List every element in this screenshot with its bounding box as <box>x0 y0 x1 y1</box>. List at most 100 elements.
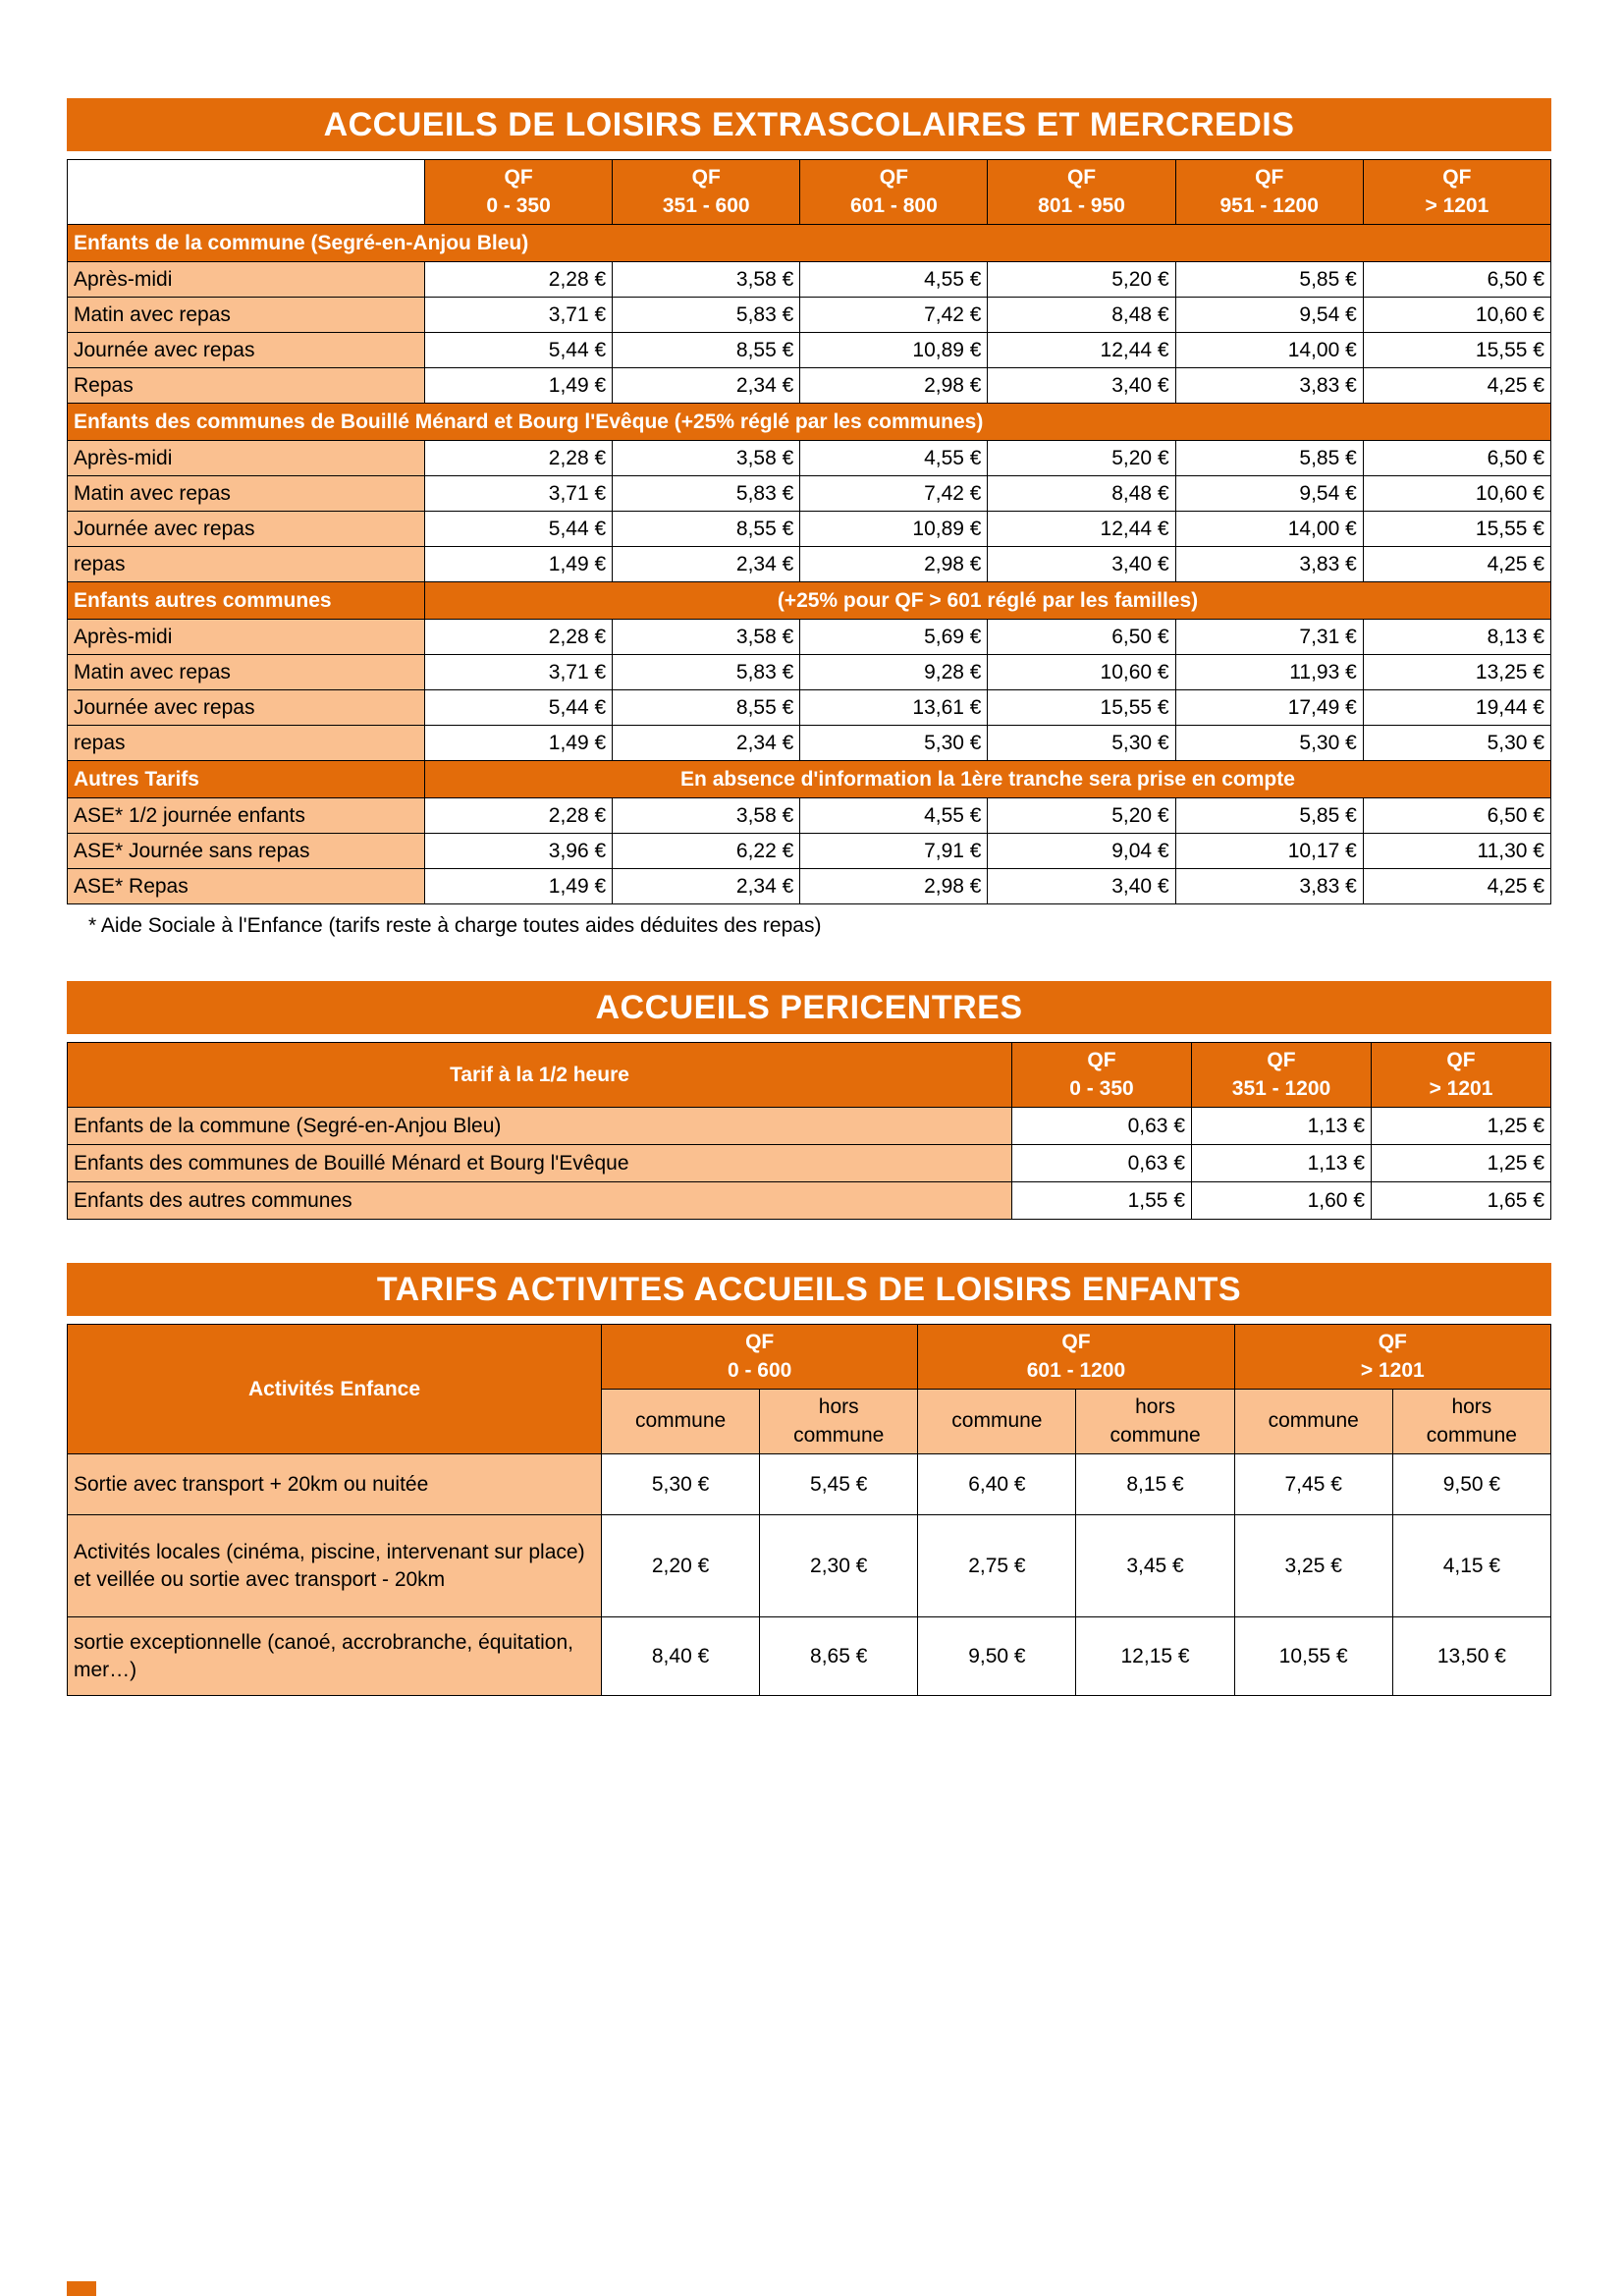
qf-range-header: QF 0 - 600 <box>600 1324 919 1390</box>
tariff-row-label: Journée avec repas <box>67 511 425 547</box>
tariff-value: 0,63 € <box>1011 1144 1192 1182</box>
tariff-value: 5,83 € <box>612 297 801 333</box>
tariff-value: 10,89 € <box>799 511 989 547</box>
tariff-row: Repas 1,49 € 2,34 € 2,98 € 3,40 € 3,83 €… <box>67 367 1552 404</box>
tariff-row-label: Matin avec repas <box>67 654 425 690</box>
tariff-value: 7,91 € <box>799 833 989 869</box>
tariff-value: 8,15 € <box>1075 1453 1235 1515</box>
qf-range-header: QF > 1201 <box>1371 1042 1551 1108</box>
tariff-value: 6,50 € <box>1362 440 1552 476</box>
tariff-row: Enfants de la commune (Segré-en-Anjou Bl… <box>67 1107 1551 1145</box>
tariff-value: 8,48 € <box>987 297 1176 333</box>
tariff-value: 5,20 € <box>987 797 1176 834</box>
tariff-value: 6,50 € <box>987 619 1176 655</box>
qf-range-header: QF 0 - 350 <box>1011 1042 1192 1108</box>
tariff-value: 11,30 € <box>1362 833 1552 869</box>
tariff-row: Après-midi 2,28 € 3,58 € 4,55 € 5,20 € 5… <box>67 440 1552 476</box>
tariff-row-label: Enfants de la commune (Segré-en-Anjou Bl… <box>67 1107 1012 1145</box>
tariff-value: 2,98 € <box>799 367 989 404</box>
tariff-value: 7,31 € <box>1174 619 1364 655</box>
tariff-row-label: repas <box>67 725 425 761</box>
qf-range-header: QF 351 - 600 <box>612 159 801 225</box>
qf-range-header: QF 601 - 800 <box>799 159 989 225</box>
hors-commune-subheader: hors commune <box>759 1389 919 1454</box>
qf-group-header-row: Activités Enfance QF 0 - 600 QF 601 - 12… <box>67 1324 1552 1454</box>
tariff-value: 2,34 € <box>612 868 801 904</box>
tariff-value: 6,50 € <box>1362 261 1552 298</box>
tariff-value: 12,44 € <box>987 511 1176 547</box>
tariff-value: 9,54 € <box>1174 475 1364 512</box>
tariff-value: 15,55 € <box>987 689 1176 726</box>
tariff-value: 11,93 € <box>1174 654 1364 690</box>
tariff-value: 1,13 € <box>1191 1144 1372 1182</box>
document-page: ACCUEILS DE LOISIRS EXTRASCOLAIRES ET ME… <box>67 98 1552 1696</box>
group-title: Enfants de la commune (Segré-en-Anjou Bl… <box>67 224 1551 262</box>
tariff-row-label: Matin avec repas <box>67 297 425 333</box>
tariff-value: 3,25 € <box>1233 1514 1393 1617</box>
qf-range-header: QF 601 - 1200 <box>917 1324 1235 1390</box>
tariff-value: 3,40 € <box>987 868 1176 904</box>
tariff-value: 4,25 € <box>1362 546 1552 582</box>
tariff-value: 1,49 € <box>423 546 614 582</box>
tariff-value: 9,28 € <box>799 654 989 690</box>
tariff-value: 13,61 € <box>799 689 989 726</box>
qf-range-header: QF > 1201 <box>1233 1324 1552 1390</box>
commune-subheader: commune <box>600 1389 761 1454</box>
next-page-banner-fragment <box>67 2281 96 2296</box>
tariff-value: 2,34 € <box>612 546 801 582</box>
tariff-value: 13,25 € <box>1362 654 1552 690</box>
tariff-value: 9,04 € <box>987 833 1176 869</box>
tariff-row: Matin avec repas 3,71 € 5,83 € 9,28 € 10… <box>67 654 1552 690</box>
group-title: Enfants des communes de Bouillé Ménard e… <box>67 403 1551 441</box>
tariff-value: 9,50 € <box>1391 1453 1552 1515</box>
tariff-value: 15,55 € <box>1362 332 1552 368</box>
tariff-value: 3,71 € <box>423 654 614 690</box>
tariff-value: 8,55 € <box>612 689 801 726</box>
tariff-value: 0,63 € <box>1011 1107 1192 1145</box>
tariff-value: 3,58 € <box>612 261 801 298</box>
qf-header-row: Tarif à la 1/2 heure QF 0 - 350 QF 351 -… <box>67 1042 1551 1108</box>
tariff-value: 5,83 € <box>612 475 801 512</box>
tariff-value: 2,34 € <box>612 367 801 404</box>
tariff-value: 10,89 € <box>799 332 989 368</box>
tariff-value: 1,49 € <box>423 725 614 761</box>
tariff-value: 10,17 € <box>1174 833 1364 869</box>
tariff-value: 2,98 € <box>799 546 989 582</box>
tariff-row-label: Matin avec repas <box>67 475 425 512</box>
section1-title-banner: ACCUEILS DE LOISIRS EXTRASCOLAIRES ET ME… <box>67 98 1551 151</box>
tariff-value: 7,45 € <box>1233 1453 1393 1515</box>
section3-title-banner: TARIFS ACTIVITES ACCUEILS DE LOISIRS ENF… <box>67 1263 1551 1316</box>
tariff-value: 5,30 € <box>1362 725 1552 761</box>
group-note: En absence d'information la 1ère tranche… <box>424 760 1551 798</box>
tariff-row: Activités locales (cinéma, piscine, inte… <box>67 1514 1552 1617</box>
tariff-row-label: ASE* Journée sans repas <box>67 833 425 869</box>
tariff-row: ASE* Repas 1,49 € 2,34 € 2,98 € 3,40 € 3… <box>67 868 1552 904</box>
tariff-row-label: Sortie avec transport + 20km ou nuitée <box>67 1453 602 1515</box>
tariff-value: 5,20 € <box>987 440 1176 476</box>
tariff-value: 3,40 € <box>987 546 1176 582</box>
qf-range-header: QF 951 - 1200 <box>1174 159 1364 225</box>
tariff-row: repas 1,49 € 2,34 € 2,98 € 3,40 € 3,83 €… <box>67 546 1552 582</box>
tariff-value: 1,60 € <box>1191 1181 1372 1220</box>
tariff-row: Sortie avec transport + 20km ou nuitée 5… <box>67 1453 1552 1515</box>
tariff-value: 8,40 € <box>600 1616 761 1696</box>
tariff-value: 8,55 € <box>612 511 801 547</box>
tariff-value: 2,75 € <box>917 1514 1077 1617</box>
tariff-value: 5,45 € <box>759 1453 919 1515</box>
tariff-value: 9,50 € <box>917 1616 1077 1696</box>
group-header-row: Enfants autres communes (+25% pour QF > … <box>67 581 1551 620</box>
tariff-value: 4,55 € <box>799 797 989 834</box>
tariff-row-label: ASE* 1/2 journée enfants <box>67 797 425 834</box>
tariff-value: 17,49 € <box>1174 689 1364 726</box>
tariff-row-label: Activités locales (cinéma, piscine, inte… <box>67 1514 602 1617</box>
tariff-value: 6,40 € <box>917 1453 1077 1515</box>
tariff-row-label: ASE* Repas <box>67 868 425 904</box>
tariff-value: 5,85 € <box>1174 261 1364 298</box>
tariff-value: 3,83 € <box>1174 868 1364 904</box>
tariff-value: 14,00 € <box>1174 511 1364 547</box>
tariff-value: 3,58 € <box>612 440 801 476</box>
tariff-value: 5,30 € <box>987 725 1176 761</box>
tariff-value: 4,25 € <box>1362 868 1552 904</box>
tariff-row: Enfants des communes de Bouillé Ménard e… <box>67 1144 1551 1182</box>
tariff-row: sortie exceptionnelle (canoé, accrobranc… <box>67 1616 1552 1696</box>
